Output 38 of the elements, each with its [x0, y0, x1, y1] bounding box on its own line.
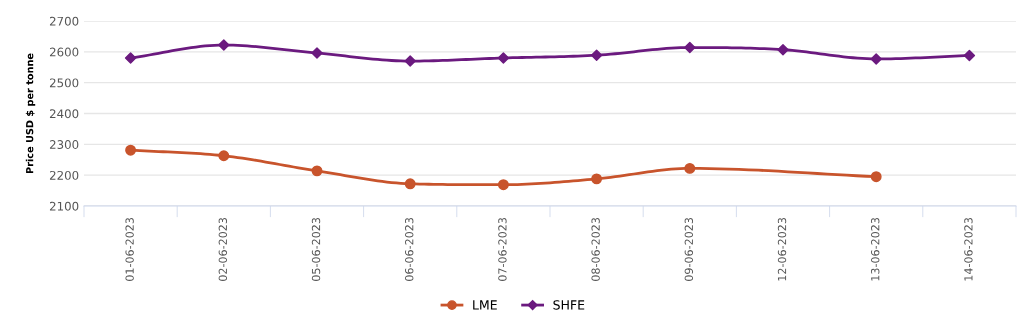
- x-tick-label: 06-06-2023: [405, 218, 414, 281]
- x-tick-label: 14-06-2023: [964, 218, 973, 281]
- legend-label: SHFE: [553, 300, 585, 310]
- x-tick-label: 05-06-2023: [311, 218, 321, 281]
- point: [125, 144, 137, 156]
- point: [218, 150, 230, 162]
- y-tick-label: 2100: [49, 201, 79, 211]
- y-tick-label: 2700: [49, 16, 79, 26]
- point: [404, 178, 416, 190]
- x-tick-label: 02-06-2023: [218, 218, 228, 281]
- point: [404, 55, 416, 67]
- x-tick-label: 09-06-2023: [684, 218, 694, 281]
- y-tick-label: 2600: [49, 47, 79, 57]
- x-tick-label: 08-06-2023: [591, 218, 600, 281]
- y-tick-label: 2200: [49, 170, 79, 180]
- point: [590, 49, 603, 61]
- x-tick-label: 13-06-2023: [871, 218, 880, 281]
- point: [777, 43, 789, 56]
- y-axis-title: Price USD $ per tonne: [25, 53, 36, 174]
- x-tick-label: 12-06-2023: [777, 218, 787, 281]
- point: [870, 53, 882, 65]
- point: [684, 162, 696, 174]
- y-tick-label: 2300: [49, 140, 79, 149]
- x-tick-label: 01-06-2023: [125, 218, 134, 281]
- y-tick-label: 2500: [49, 78, 79, 88]
- point: [963, 49, 976, 62]
- point: [124, 52, 137, 64]
- point: [497, 179, 509, 191]
- point: [591, 173, 603, 185]
- point: [218, 39, 230, 51]
- point: [870, 171, 882, 183]
- point: [497, 52, 510, 64]
- point: [684, 41, 696, 54]
- y-tick-label: 2400: [49, 109, 79, 119]
- point: [311, 47, 323, 59]
- point: [311, 165, 323, 177]
- legend-label: LME: [473, 300, 497, 310]
- x-tick-label: 07-06-2023: [498, 218, 507, 281]
